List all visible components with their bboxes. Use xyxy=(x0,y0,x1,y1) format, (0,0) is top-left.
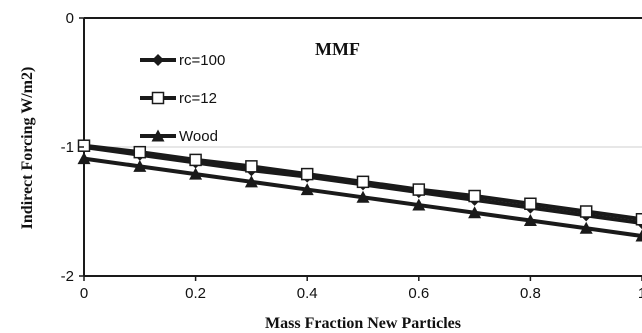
y-axis-title: Indirect Forcing W/m2) xyxy=(19,67,36,230)
ticks-layer: 0 0.2 0.4 0.6 0.8 1 0 -1 -2 xyxy=(61,10,642,302)
y-tick-label: 0 xyxy=(66,10,74,27)
x-tick-label: 0 xyxy=(80,285,88,302)
data-point-rc-12 xyxy=(524,197,537,211)
legend-label-rc-12: rc=12 xyxy=(179,90,217,107)
legend-marker-wood xyxy=(151,129,165,142)
data-point-wood xyxy=(579,221,593,234)
x-tick-label: 0.8 xyxy=(520,285,541,302)
data-point-wood xyxy=(412,198,426,211)
data-point-wood xyxy=(133,159,147,172)
data-point-wood xyxy=(356,190,370,203)
legend-marker-rc-12 xyxy=(151,91,165,105)
legend-marker-rc-100 xyxy=(152,54,164,66)
data-point-rc-12 xyxy=(356,175,370,189)
legend: rc=100 rc=12 Wood xyxy=(140,52,225,145)
legend-label-wood: Wood xyxy=(179,128,218,145)
data-point-wood xyxy=(244,175,258,188)
y-tick-label: -2 xyxy=(61,268,74,285)
x-tick-label: 0.2 xyxy=(185,285,206,302)
data-point-rc-12 xyxy=(579,205,593,218)
data-point-wood xyxy=(523,214,537,227)
y-tick-label: -1 xyxy=(61,139,74,156)
chart-annotation: MMF xyxy=(315,39,360,59)
data-point-wood xyxy=(189,167,203,180)
data-point-rc-12 xyxy=(245,160,258,173)
data-point-rc-12 xyxy=(412,183,426,196)
x-axis-title: Mass Fraction New Particles xyxy=(265,315,461,332)
x-tick-label: 0.4 xyxy=(297,285,318,302)
data-point-rc-12 xyxy=(635,212,642,226)
series-layer xyxy=(77,139,642,242)
legend-label-rc-100: rc=100 xyxy=(179,52,225,69)
data-point-wood xyxy=(300,183,314,196)
data-point-rc-12 xyxy=(300,167,314,181)
data-point-rc-12 xyxy=(133,145,147,159)
data-point-wood xyxy=(635,229,642,242)
data-point-rc-12 xyxy=(468,189,481,203)
data-point-wood xyxy=(77,152,91,165)
data-point-wood xyxy=(468,206,482,219)
x-tick-label: 0.6 xyxy=(408,285,429,302)
data-point-rc-12 xyxy=(189,153,202,167)
x-tick-label: 1 xyxy=(638,285,642,302)
data-point-rc-12 xyxy=(77,139,91,152)
